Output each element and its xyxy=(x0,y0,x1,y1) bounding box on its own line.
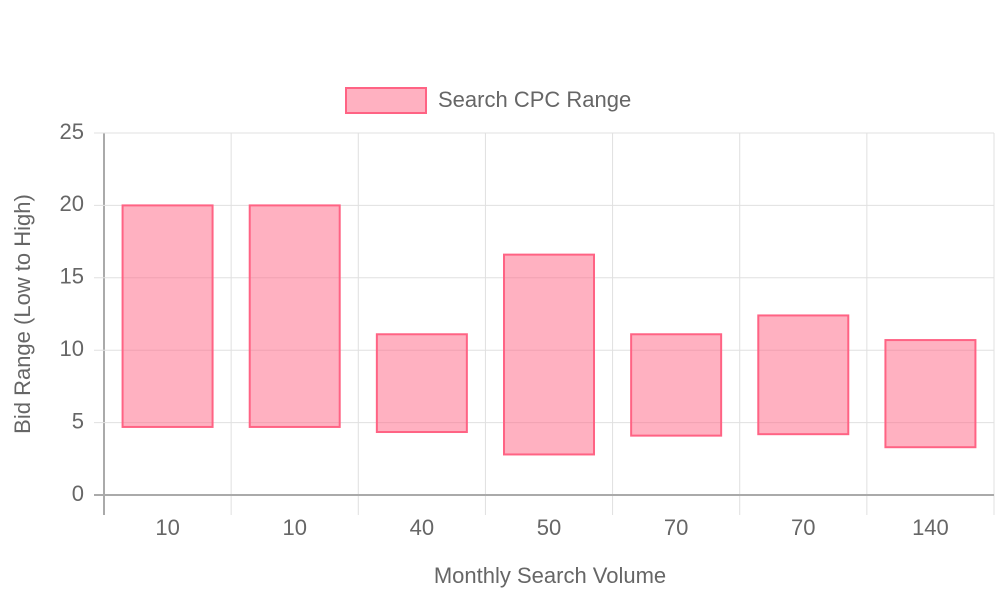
bar xyxy=(630,333,723,437)
bar xyxy=(375,333,468,434)
x-tick-label: 70 xyxy=(791,515,815,540)
y-tick-label: 5 xyxy=(72,408,84,433)
x-tick-label: 10 xyxy=(282,515,306,540)
x-tick-label: 70 xyxy=(664,515,688,540)
x-tick-label: 10 xyxy=(155,515,179,540)
x-tick-label: 140 xyxy=(912,515,949,540)
bar xyxy=(884,339,977,449)
y-tick-label: 10 xyxy=(60,336,84,361)
x-tick-label: 50 xyxy=(537,515,561,540)
legend-swatch xyxy=(345,87,427,114)
y-axis-title: Bid Range (Low to High) xyxy=(10,194,35,434)
y-tick-label: 15 xyxy=(60,264,84,289)
bar xyxy=(757,314,850,436)
y-tick-label: 0 xyxy=(72,481,84,506)
y-tick-label: 25 xyxy=(60,119,84,144)
x-axis-title: Monthly Search Volume xyxy=(434,563,666,588)
x-tick-label: 40 xyxy=(410,515,434,540)
legend-label: Search CPC Range xyxy=(438,87,631,112)
bar xyxy=(248,204,341,428)
bar xyxy=(503,253,595,456)
y-tick-label: 20 xyxy=(60,191,84,216)
bar xyxy=(121,204,214,428)
